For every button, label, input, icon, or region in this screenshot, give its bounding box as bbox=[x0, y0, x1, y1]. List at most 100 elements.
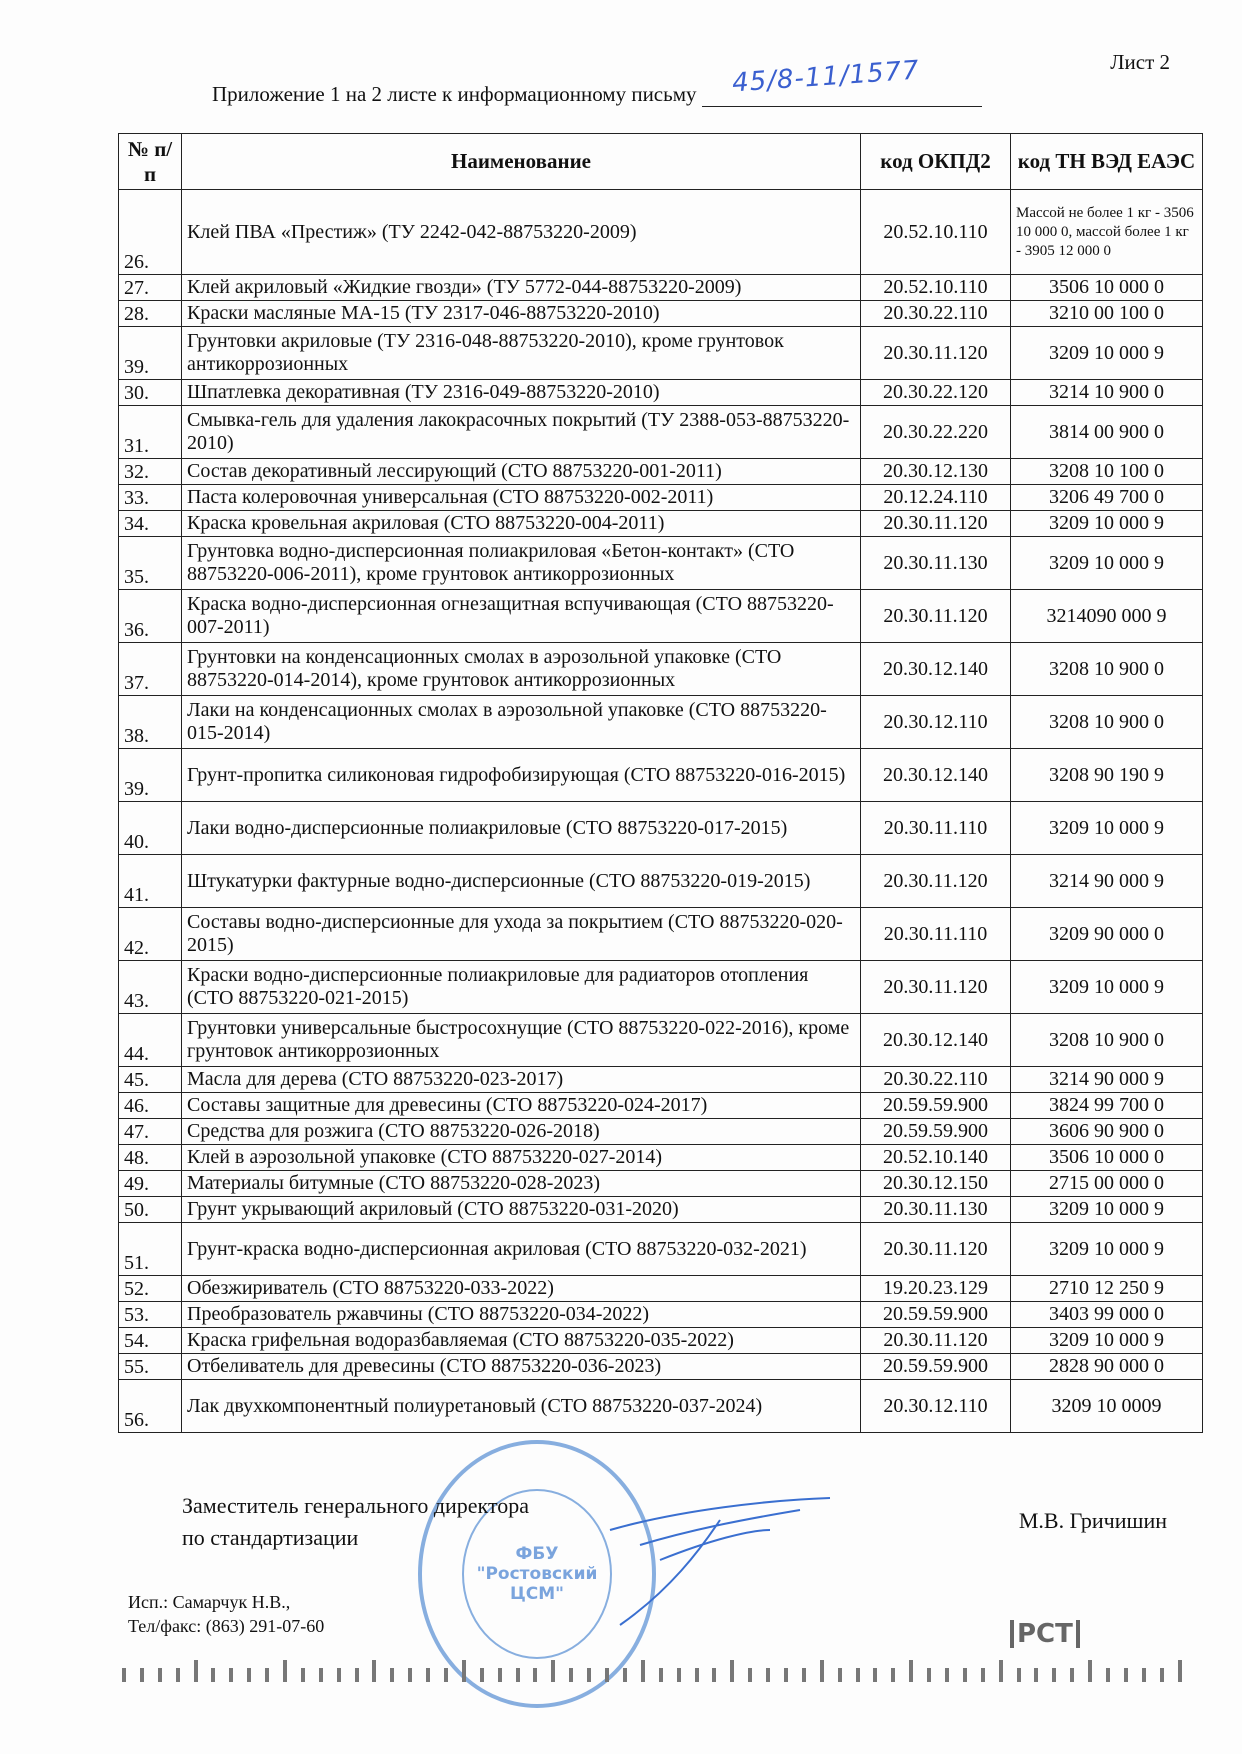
tnved-code: 3506 10 000 0 bbox=[1010, 1144, 1203, 1171]
row-number: 42. bbox=[118, 907, 182, 961]
tnved-code: 3824 99 700 0 bbox=[1010, 1092, 1203, 1119]
barcode-tick bbox=[515, 1668, 520, 1682]
executor-info: Исп.: Самарчук Н.В., Тел/факс: (863) 291… bbox=[128, 1590, 324, 1638]
position-line: по стандартизации bbox=[182, 1525, 359, 1550]
barcode-tick bbox=[1016, 1668, 1021, 1682]
header-tnved: код ТН ВЭД ЕАЭС bbox=[1010, 133, 1203, 190]
table-row: 49. Материалы битумные (СТО 88753220-028-… bbox=[118, 1170, 1203, 1197]
header-number: № п/п bbox=[118, 133, 182, 190]
okpd2-code: 20.59.59.900 bbox=[860, 1092, 1011, 1119]
row-number: 45. bbox=[118, 1066, 182, 1093]
product-name: Грунтовка водно-дисперсионная полиакрило… bbox=[181, 536, 861, 590]
table-row: 27. Клей акриловый «Жидкие гвозди» (ТУ 57… bbox=[118, 274, 1203, 301]
signatory-position: Заместитель генерального директора по ст… bbox=[182, 1490, 529, 1554]
row-number: 55. bbox=[118, 1353, 182, 1380]
tnved-code: 3814 00 900 0 bbox=[1010, 405, 1203, 459]
barcode-tick bbox=[1141, 1668, 1146, 1682]
barcode-tick bbox=[962, 1668, 967, 1682]
barcode-tick bbox=[855, 1668, 860, 1682]
tnved-code: 3214 90 000 9 bbox=[1010, 854, 1203, 908]
tnved-code: 3209 10 000 9 bbox=[1010, 1222, 1203, 1276]
table-row: 39. Грунт-пропитка силиконовая гидрофобиз… bbox=[118, 748, 1203, 802]
row-number: 49. bbox=[118, 1170, 182, 1197]
product-name: Клей в аэрозольной упаковке (СТО 8875322… bbox=[181, 1144, 861, 1171]
tnved-code: 3208 90 190 9 bbox=[1010, 748, 1203, 802]
letter-number-field: 45/8-11/1577 bbox=[701, 55, 982, 107]
table-row: 51. Грунт-краска водно-дисперсионная акри… bbox=[118, 1222, 1203, 1276]
okpd2-code: 20.30.22.110 bbox=[860, 1066, 1011, 1093]
table-row: 34. Краска кровельная акриловая (СТО 8875… bbox=[118, 510, 1203, 537]
row-number: 36. bbox=[118, 589, 182, 643]
stamp-line: ФБУ bbox=[515, 1544, 559, 1564]
product-name: Штукатурки фактурные водно-дисперсионные… bbox=[181, 854, 861, 908]
barcode-tick bbox=[300, 1668, 305, 1682]
barcode-tick bbox=[944, 1668, 949, 1682]
tnved-code: 3209 10 000 9 bbox=[1010, 801, 1203, 855]
barcode-tick bbox=[247, 1668, 252, 1682]
tnved-code: 3209 10 0009 bbox=[1010, 1379, 1203, 1433]
row-number: 43. bbox=[118, 960, 182, 1014]
barcode-tick bbox=[175, 1668, 180, 1682]
official-stamp: ФБУ "Ростовский ЦСМ" bbox=[418, 1440, 656, 1708]
barcode-tick bbox=[229, 1668, 234, 1682]
barcode-tick bbox=[587, 1668, 592, 1682]
title-text: Приложение 1 на 2 листе к информационном… bbox=[212, 82, 697, 106]
row-number: 53. bbox=[118, 1301, 182, 1328]
row-number: 44. bbox=[118, 1013, 182, 1067]
barcode-tick bbox=[1070, 1668, 1075, 1682]
table-row: 44. Грунтовки универсальные быстросохнущи… bbox=[118, 1013, 1203, 1067]
table-row: 33. Паста колеровочная универсальная (СТО… bbox=[118, 484, 1203, 511]
tnved-code: 3403 99 000 0 bbox=[1010, 1301, 1203, 1328]
barcode-tick bbox=[783, 1668, 788, 1682]
tnved-code: 3214 10 900 0 bbox=[1010, 379, 1203, 406]
table-row: 42. Составы водно-дисперсионные для ухода… bbox=[118, 907, 1203, 961]
row-number: 30. bbox=[118, 379, 182, 406]
product-name: Материалы битумные (СТО 88753220-028-202… bbox=[181, 1170, 861, 1197]
table-row: 31. Смывка-гель для удаления лакокрасочны… bbox=[118, 405, 1203, 459]
product-name: Краска грифельная водоразбавляемая (СТО … bbox=[181, 1327, 861, 1354]
barcode-tick bbox=[998, 1660, 1003, 1682]
tnved-code: 2828 90 000 0 bbox=[1010, 1353, 1203, 1380]
product-name: Краски масляные МА-15 (ТУ 2317-046-88753… bbox=[181, 300, 861, 327]
barcode-tick bbox=[265, 1668, 270, 1682]
tnved-code: 3209 10 000 9 bbox=[1010, 1327, 1203, 1354]
okpd2-code: 20.30.11.120 bbox=[860, 1222, 1011, 1276]
row-number: 38. bbox=[118, 695, 182, 749]
product-name: Смывка-гель для удаления лакокрасочных п… bbox=[181, 405, 861, 459]
table-row: 56. Лак двухкомпонентный полиуретановый (… bbox=[118, 1379, 1203, 1433]
product-name: Состав декоративный лессирующий (СТО 887… bbox=[181, 458, 861, 485]
table-row: 28. Краски масляные МА-15 (ТУ 2317-046-88… bbox=[118, 300, 1203, 327]
tnved-code: 3209 10 000 9 bbox=[1010, 510, 1203, 537]
product-name: Грунтовки акриловые (ТУ 2316-048-8875322… bbox=[181, 326, 861, 380]
table-row: 37. Грунтовки на конденсационных смолах в… bbox=[118, 642, 1203, 696]
okpd2-code: 20.30.11.130 bbox=[860, 1196, 1011, 1223]
barcode-tick bbox=[533, 1668, 538, 1682]
row-number: 26. bbox=[118, 189, 182, 275]
product-name: Грунт-пропитка силиконовая гидрофобизиру… bbox=[181, 748, 861, 802]
barcode-tick bbox=[122, 1668, 126, 1682]
okpd2-code: 20.30.11.120 bbox=[860, 326, 1011, 380]
row-number: 50. bbox=[118, 1196, 182, 1223]
row-number: 33. bbox=[118, 484, 182, 511]
table-row: 50. Грунт укрывающий акриловый (СТО 88753… bbox=[118, 1196, 1203, 1223]
products-table: № п/п Наименование код ОКПД2 код ТН ВЭД … bbox=[118, 133, 1203, 1433]
row-number: 31. bbox=[118, 405, 182, 459]
table-row: 46. Составы защитные для древесины (СТО 8… bbox=[118, 1092, 1203, 1119]
table-row: 47. Средства для розжига (СТО 88753220-02… bbox=[118, 1118, 1203, 1145]
tnved-code: 3214090 000 9 bbox=[1010, 589, 1203, 643]
okpd2-code: 20.59.59.900 bbox=[860, 1353, 1011, 1380]
okpd2-code: 20.30.11.110 bbox=[860, 801, 1011, 855]
barcode-tick bbox=[873, 1668, 878, 1682]
tnved-code: 3214 90 000 9 bbox=[1010, 1066, 1203, 1093]
table-row: 54. Краска грифельная водоразбавляемая (С… bbox=[118, 1327, 1203, 1354]
executor-phone: Тел/факс: (863) 291-07-60 bbox=[128, 1616, 325, 1636]
table-row: 39. Грунтовки акриловые (ТУ 2316-048-8875… bbox=[118, 326, 1203, 380]
barcode-tick bbox=[444, 1668, 449, 1682]
tnved-code: 3209 10 000 9 bbox=[1010, 960, 1203, 1014]
barcode-tick bbox=[694, 1668, 699, 1682]
okpd2-code: 20.30.12.130 bbox=[860, 458, 1011, 485]
rst-logo: РСТ bbox=[1010, 1620, 1080, 1648]
barcode-tick bbox=[569, 1668, 574, 1682]
barcode-tick bbox=[211, 1668, 216, 1682]
